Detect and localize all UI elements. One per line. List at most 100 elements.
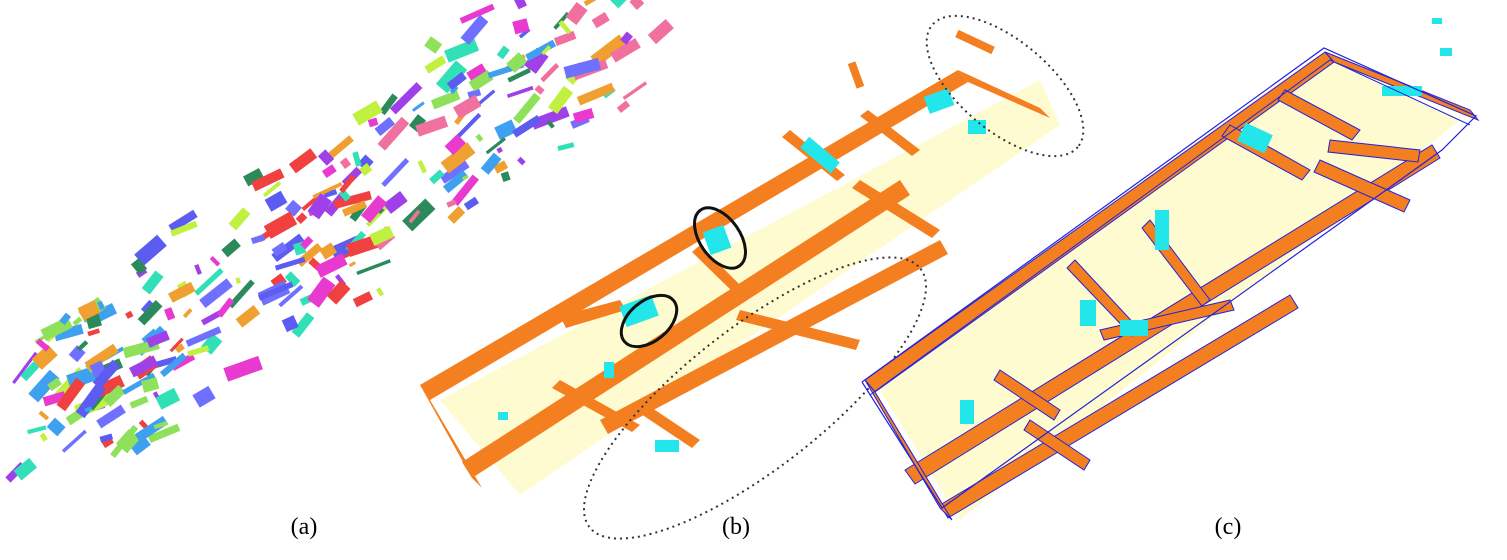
point-segment (359, 162, 373, 177)
point-segment (103, 384, 126, 407)
point-segment (194, 263, 202, 275)
point-segment (174, 343, 185, 354)
wall-east-end (958, 70, 1050, 118)
point-segment (367, 117, 379, 128)
opening (1155, 210, 1169, 250)
point-segment (563, 57, 602, 79)
point-segment (134, 415, 169, 443)
panel-a-segmented-cloud (5, 0, 674, 483)
point-segment (325, 135, 354, 161)
point-segment (417, 160, 427, 174)
point-segment (271, 242, 288, 257)
partition-2 (692, 245, 745, 296)
point-segment (342, 200, 368, 217)
point-segment (444, 38, 480, 63)
point-segment (200, 310, 222, 326)
point-segment (517, 156, 526, 166)
point-segment (463, 196, 480, 211)
point-segment (170, 220, 198, 237)
point-segment (377, 116, 410, 151)
point-segment (137, 300, 163, 326)
point-segment (61, 429, 87, 453)
point-segment (92, 359, 121, 389)
wall-north (420, 70, 968, 400)
point-segment (496, 45, 510, 60)
point-segment (609, 0, 639, 9)
point-segment (182, 308, 193, 319)
point-segment (447, 206, 466, 224)
point-segment (513, 92, 541, 124)
point-segment (147, 423, 181, 444)
point-segment (170, 352, 196, 371)
point-segment (496, 146, 503, 154)
point-segment (530, 106, 570, 130)
point-segment (243, 168, 265, 187)
point-segment (339, 157, 352, 170)
point-segment (493, 160, 509, 174)
point-segment (284, 271, 301, 287)
point-segment (500, 171, 511, 182)
point-segment (319, 242, 338, 260)
point-segment (356, 259, 391, 275)
wall-west-end (420, 385, 482, 488)
point-segment (216, 297, 235, 318)
point-segment (439, 159, 470, 184)
point-segment (339, 174, 356, 194)
point-segment (288, 148, 318, 174)
partition-7 (552, 380, 640, 432)
point-segment (512, 115, 542, 138)
point-segment (333, 190, 372, 209)
panel-c-reconstructed-model (861, 18, 1480, 521)
partition-6 (632, 400, 700, 448)
opening (1237, 122, 1273, 154)
point-segment (453, 94, 482, 119)
point-segment (475, 133, 484, 143)
point-segment (251, 168, 285, 192)
point-segment (199, 278, 233, 309)
point-segment (629, 0, 645, 11)
point-segment (376, 287, 385, 297)
point-segment (321, 164, 337, 179)
room-wall (993, 369, 1061, 421)
point-segment (622, 81, 648, 100)
room-wall (1313, 159, 1411, 213)
point-segment (317, 149, 335, 166)
point-segment (444, 134, 466, 156)
point-segment (35, 338, 50, 352)
point-segment (540, 63, 560, 83)
point-segment (163, 307, 176, 321)
point-segment (42, 391, 67, 407)
opening (1120, 320, 1148, 336)
point-segment (369, 225, 395, 246)
point-segment (525, 39, 557, 62)
partition-1 (560, 300, 626, 328)
point-segment (381, 157, 410, 188)
point-segment (209, 256, 221, 267)
point-segment (168, 209, 198, 233)
point-segment (27, 425, 47, 435)
point-segment (141, 270, 164, 295)
point-segment (541, 45, 552, 56)
point-segment (263, 211, 298, 239)
partition-5 (852, 180, 940, 238)
point-segment (461, 174, 469, 181)
point-segment (446, 199, 457, 208)
point-segment (221, 238, 241, 258)
point-segment (185, 326, 222, 347)
point-segment (228, 207, 251, 231)
point-segment (99, 433, 114, 443)
opening (619, 294, 659, 328)
point-segment (87, 328, 101, 337)
point-segment (453, 112, 482, 142)
point-segment (84, 343, 119, 371)
opening (604, 362, 614, 378)
room-wall (1327, 139, 1421, 163)
opening (1432, 18, 1442, 24)
point-segment (145, 330, 170, 348)
opening (702, 224, 732, 256)
point-segment (446, 71, 467, 91)
point-segment (84, 406, 93, 413)
opening (655, 440, 679, 452)
annotation-ellipse-dotted (582, 256, 928, 540)
point-segment (512, 18, 530, 35)
